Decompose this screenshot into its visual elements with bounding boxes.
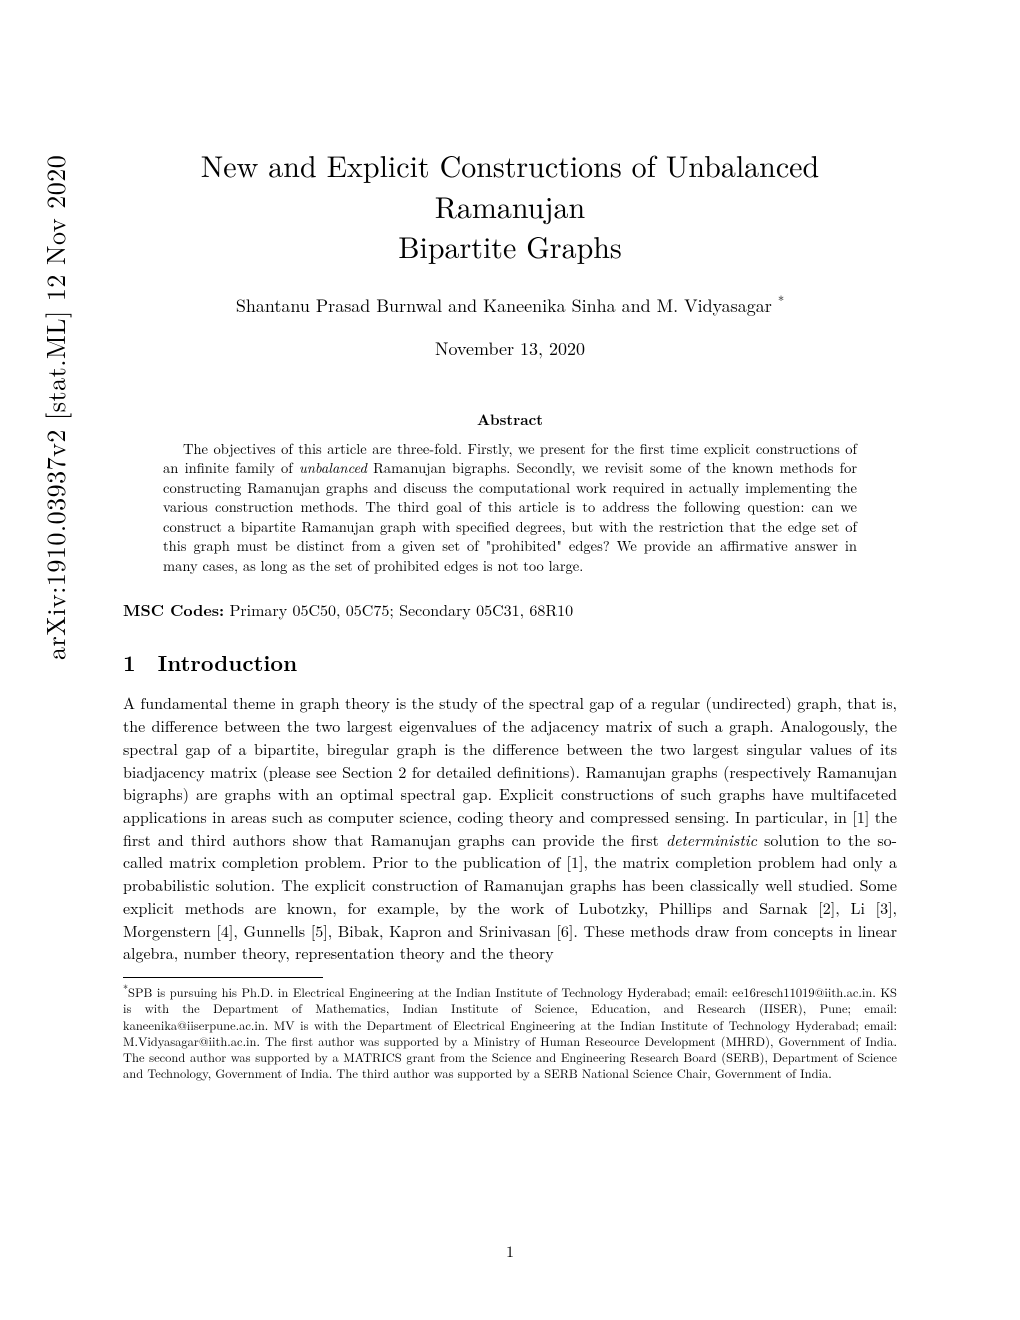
paper-page: New and Explicit Constructions of Unbala…	[0, 0, 1020, 1320]
paper-title: New and Explicit Constructions of Unbala…	[123, 145, 897, 267]
abstract-text: The objectives of this article are three…	[163, 439, 857, 576]
authors-text: Shantanu Prasad Burnwal and Kaneenika Si…	[236, 293, 778, 318]
abstract-heading: Abstract	[123, 409, 897, 430]
msc-label: MSC Codes:	[123, 598, 224, 621]
section-title: Introduction	[158, 647, 297, 678]
authors-line: Shantanu Prasad Burnwal and Kaneenika Si…	[123, 291, 897, 318]
date-line: November 13, 2020	[123, 336, 897, 361]
footnote-rule	[123, 977, 323, 978]
section-number: 1	[123, 647, 136, 678]
author-footnote-marker: *	[778, 291, 784, 309]
msc-codes: MSC Codes: Primary 05C50, 05C75; Seconda…	[123, 598, 897, 621]
abstract-body: The objectives of this article are three…	[163, 440, 857, 577]
footnote: *SPB is pursuing his Ph.D. in Electrical…	[123, 982, 897, 1082]
intro-paragraph: A fundamental theme in graph theory is t…	[123, 692, 897, 965]
footnote-text: SPB is pursuing his Ph.D. in Electrical …	[123, 983, 897, 1082]
title-line-1: New and Explicit Constructions of Unbala…	[201, 143, 819, 227]
msc-value: Primary 05C50, 05C75; Secondary 05C31, 6…	[224, 598, 573, 621]
title-line-2: Bipartite Graphs	[398, 224, 622, 267]
page-number: 1	[0, 1239, 1020, 1262]
section-1-header: 1 Introduction	[123, 647, 897, 678]
